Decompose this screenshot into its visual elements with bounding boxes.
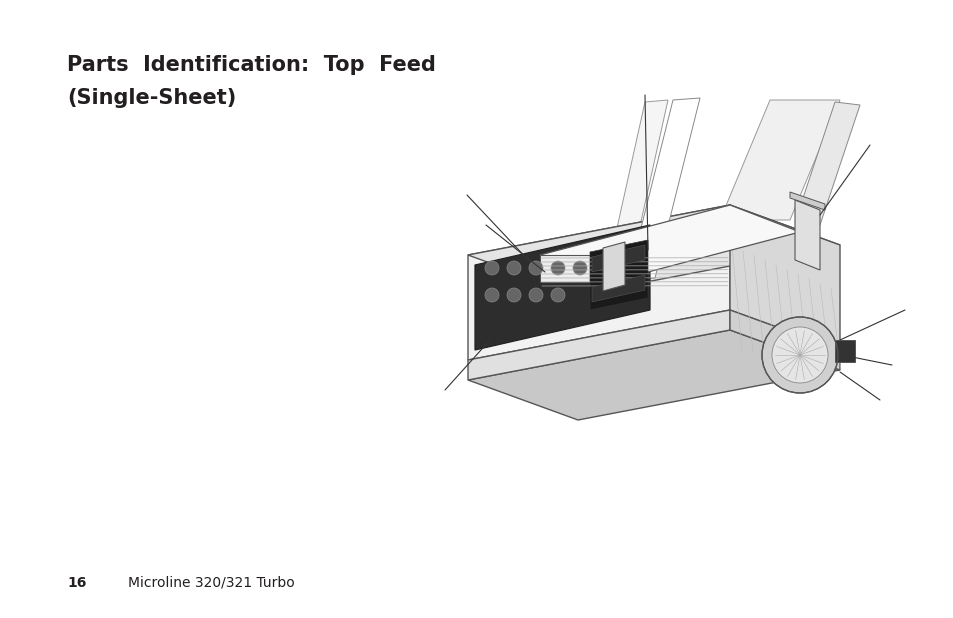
Polygon shape	[592, 245, 644, 272]
Text: (Single-Sheet): (Single-Sheet)	[67, 88, 236, 108]
Polygon shape	[794, 200, 820, 270]
Polygon shape	[539, 255, 609, 282]
Circle shape	[484, 288, 498, 302]
Polygon shape	[627, 98, 700, 280]
Circle shape	[771, 327, 827, 383]
Polygon shape	[729, 205, 840, 350]
Text: Parts  Identification:  Top  Feed: Parts Identification: Top Feed	[67, 55, 436, 75]
Circle shape	[484, 261, 498, 275]
Polygon shape	[592, 275, 644, 302]
Circle shape	[551, 288, 564, 302]
Circle shape	[529, 288, 542, 302]
Polygon shape	[834, 340, 854, 362]
Circle shape	[573, 261, 586, 275]
Circle shape	[551, 261, 564, 275]
Polygon shape	[468, 310, 729, 380]
Polygon shape	[720, 100, 840, 220]
Polygon shape	[789, 192, 824, 210]
Polygon shape	[475, 225, 649, 350]
Text: Microline 320/321 Turbo: Microline 320/321 Turbo	[128, 576, 294, 590]
Polygon shape	[539, 205, 800, 282]
Circle shape	[595, 261, 608, 275]
Polygon shape	[468, 205, 729, 360]
Polygon shape	[794, 102, 859, 225]
Polygon shape	[468, 330, 840, 420]
Polygon shape	[729, 310, 840, 370]
Polygon shape	[604, 100, 667, 282]
Polygon shape	[468, 205, 840, 295]
Circle shape	[617, 261, 630, 275]
Circle shape	[506, 288, 520, 302]
Polygon shape	[589, 240, 647, 310]
Circle shape	[761, 317, 837, 393]
Text: 16: 16	[67, 576, 87, 590]
Circle shape	[506, 261, 520, 275]
Polygon shape	[602, 242, 624, 291]
Circle shape	[529, 261, 542, 275]
